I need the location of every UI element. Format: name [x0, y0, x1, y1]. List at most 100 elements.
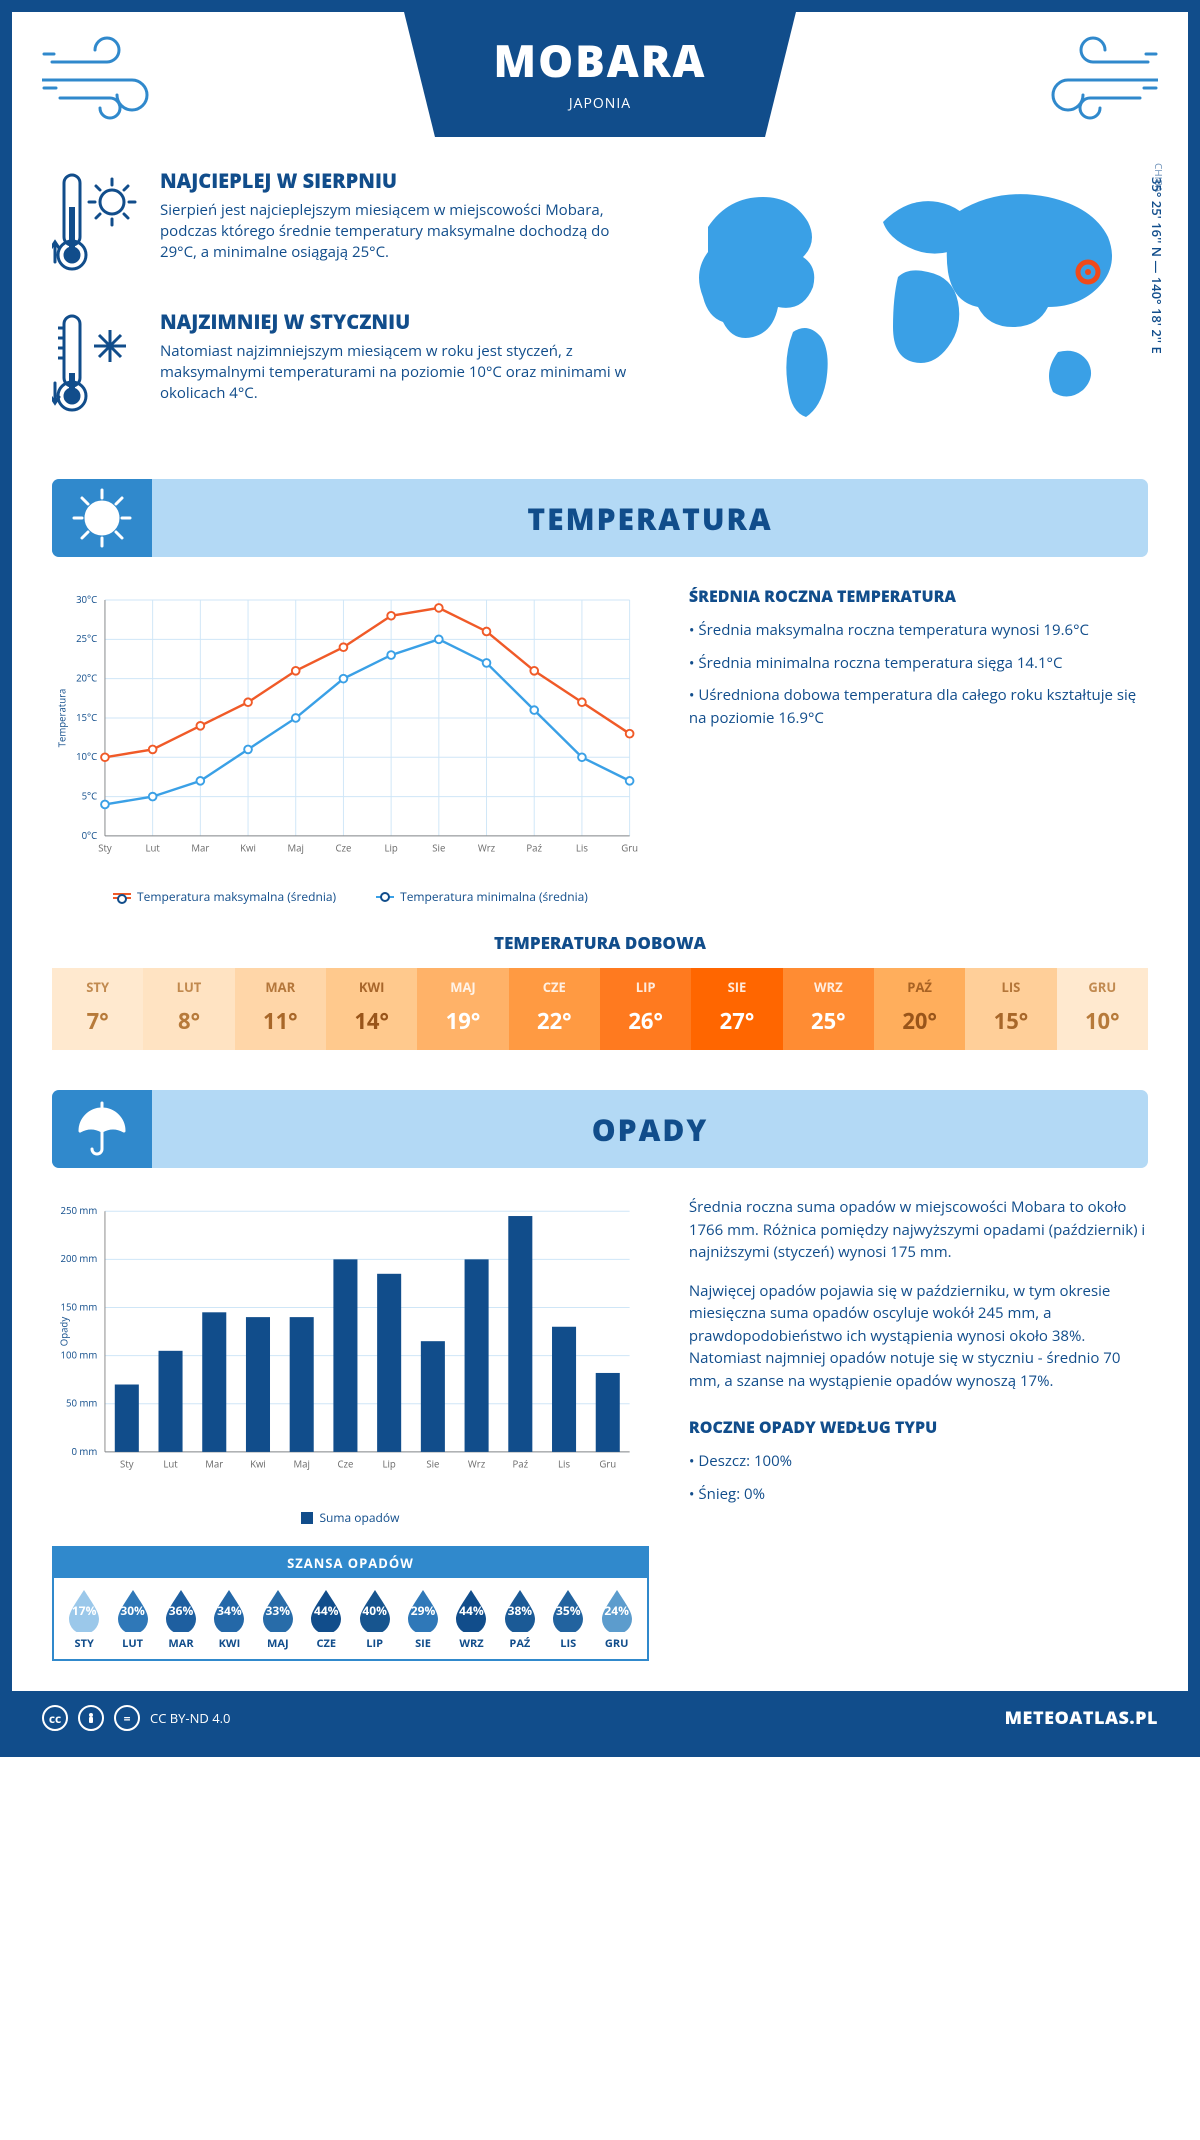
sun-icon	[52, 479, 152, 557]
svg-text:25°C: 25°C	[76, 632, 97, 645]
heat-cell: WRZ25°	[783, 968, 874, 1050]
raindrop-icon: 33%	[259, 1588, 297, 1632]
svg-text:200 mm: 200 mm	[60, 1252, 97, 1265]
svg-text:Sty: Sty	[120, 1457, 134, 1470]
chance-cell: 33% MAJ	[254, 1588, 302, 1651]
daily-temp-heatstrip: STY7° LUT8° MAR11° KWI14° MAJ19° CZE22° …	[52, 968, 1148, 1050]
chance-heading: SZANSA OPADÓW	[54, 1548, 647, 1578]
heat-cell: SIE27°	[691, 968, 782, 1050]
svg-text:20°C: 20°C	[76, 672, 97, 685]
precip-summary: Średnia roczna suma opadów w miejscowośc…	[689, 1196, 1148, 1661]
svg-text:250 mm: 250 mm	[60, 1204, 97, 1217]
umbrella-icon	[52, 1090, 152, 1168]
svg-text:Cze: Cze	[337, 1457, 353, 1470]
temperature-line-chart: 0°C5°C10°C15°C20°C25°C30°CStyLutMarKwiMa…	[52, 585, 649, 905]
raindrop-icon: 17%	[65, 1588, 103, 1632]
heat-cell: CZE22°	[509, 968, 600, 1050]
daily-temp-heading: TEMPERATURA DOBOWA	[52, 931, 1148, 954]
raindrop-icon: 24%	[598, 1588, 636, 1632]
svg-text:150 mm: 150 mm	[60, 1300, 97, 1313]
precip-section-bar: OPADY	[52, 1090, 1148, 1168]
raindrop-icon: 36%	[162, 1588, 200, 1632]
svg-text:100 mm: 100 mm	[60, 1349, 97, 1362]
temperature-heading: TEMPERATURA	[152, 498, 1148, 539]
precip-type-heading: ROCZNE OPADY WEDŁUG TYPU	[689, 1416, 1148, 1438]
svg-text:Lip: Lip	[382, 1457, 395, 1470]
site-name: METEOATLAS.PL	[1005, 1706, 1158, 1730]
chance-cell: 44% CZE	[302, 1588, 350, 1651]
svg-text:Lut: Lut	[145, 841, 160, 854]
svg-text:Lis: Lis	[558, 1457, 570, 1470]
svg-text:5°C: 5°C	[82, 789, 98, 802]
temperature-summary: ŚREDNIA ROCZNA TEMPERATURA • Średnia mak…	[689, 585, 1148, 905]
coldest-block: NAJZIMNIEJ W STYCZNIU Natomiast najzimni…	[52, 308, 648, 423]
legend-min: Temperatura minimalna (średnia)	[400, 888, 588, 905]
raindrop-icon: 29%	[404, 1588, 442, 1632]
heat-cell: MAJ19°	[417, 968, 508, 1050]
license-text: CC BY-ND 4.0	[150, 1709, 230, 1727]
footer: cc = CC BY-ND 4.0 METEOATLAS.PL	[12, 1691, 1188, 1745]
svg-text:Kwi: Kwi	[250, 1457, 266, 1470]
temp-bullet: • Średnia minimalna roczna temperatura s…	[689, 652, 1148, 675]
raindrop-icon: 35%	[549, 1588, 587, 1632]
chance-cell: 38% PAŹ	[496, 1588, 544, 1651]
highlights-column: NAJCIEPLEJ W SIERPNIU Sierpień jest najc…	[52, 167, 648, 449]
svg-text:Maj: Maj	[293, 1457, 309, 1470]
svg-text:Sty: Sty	[98, 841, 112, 854]
svg-text:Mar: Mar	[205, 1457, 223, 1470]
coordinates: 35° 25' 16'' N — 140° 18' 2'' E	[1148, 177, 1166, 354]
chance-cell: 40% LIP	[350, 1588, 398, 1651]
heat-cell: STY7°	[52, 968, 143, 1050]
raindrop-icon: 30%	[114, 1588, 152, 1632]
svg-text:Wrz: Wrz	[478, 841, 496, 854]
chance-cell: 29% SIE	[399, 1588, 447, 1651]
heat-cell: KWI14°	[326, 968, 417, 1050]
title-ribbon: MOBARA JAPONIA	[404, 10, 797, 137]
chance-cell: 17% STY	[60, 1588, 108, 1651]
svg-text:Wrz: Wrz	[468, 1457, 486, 1470]
precip-type-bullet: • Deszcz: 100%	[689, 1450, 1148, 1473]
svg-text:Temperatura: Temperatura	[55, 689, 68, 748]
hottest-block: NAJCIEPLEJ W SIERPNIU Sierpień jest najc…	[52, 167, 648, 282]
chance-cell: 34% KWI	[205, 1588, 253, 1651]
svg-text:Sie: Sie	[426, 1457, 439, 1470]
precip-paragraph: Najwięcej opadów pojawia się w październ…	[689, 1280, 1148, 1393]
country-name: JAPONIA	[494, 94, 707, 113]
svg-text:Gru: Gru	[621, 841, 638, 854]
svg-text:Maj: Maj	[288, 841, 304, 854]
temperature-section-bar: TEMPERATURA	[52, 479, 1148, 557]
heat-cell: MAR11°	[235, 968, 326, 1050]
world-map-panel: CHIBA 35° 25' 16'' N — 140° 18' 2'' E	[678, 167, 1148, 449]
coldest-title: NAJZIMNIEJ W STYCZNIU	[160, 308, 648, 335]
wind-icon-left	[42, 32, 172, 122]
svg-text:Sie: Sie	[432, 841, 445, 854]
precip-bar-chart: 0 mm50 mm100 mm150 mm200 mm250 mmOpadySt…	[52, 1196, 649, 1526]
svg-text:Gru: Gru	[599, 1457, 616, 1470]
chance-cell: 24% GRU	[592, 1588, 640, 1651]
chance-cell: 36% MAR	[157, 1588, 205, 1651]
raindrop-icon: 44%	[452, 1588, 490, 1632]
world-map	[678, 167, 1148, 427]
heat-cell: LIS15°	[965, 968, 1056, 1050]
thermometer-hot-icon	[52, 167, 142, 282]
svg-text:0 mm: 0 mm	[71, 1445, 97, 1458]
raindrop-icon: 38%	[501, 1588, 539, 1632]
temp-bullet: • Uśredniona dobowa temperatura dla całe…	[689, 684, 1148, 729]
header: MOBARA JAPONIA	[12, 12, 1188, 147]
temp-bullet: • Średnia maksymalna roczna temperatura …	[689, 619, 1148, 642]
raindrop-icon: 40%	[356, 1588, 394, 1632]
precip-legend: Suma opadów	[319, 1509, 399, 1526]
hottest-title: NAJCIEPLEJ W SIERPNIU	[160, 167, 648, 194]
heat-cell: LUT8°	[143, 968, 234, 1050]
wind-icon-right	[1028, 32, 1158, 122]
precip-type-bullet: • Śnieg: 0%	[689, 1483, 1148, 1506]
nd-icon: =	[114, 1705, 140, 1731]
svg-text:30°C: 30°C	[76, 593, 97, 606]
svg-text:Cze: Cze	[335, 841, 351, 854]
legend-max: Temperatura maksymalna (średnia)	[137, 888, 336, 905]
by-icon	[78, 1705, 104, 1731]
raindrop-icon: 44%	[307, 1588, 345, 1632]
heat-cell: GRU10°	[1057, 968, 1148, 1050]
intro-row: NAJCIEPLEJ W SIERPNIU Sierpień jest najc…	[52, 167, 1148, 449]
svg-text:Opady: Opady	[57, 1317, 70, 1347]
